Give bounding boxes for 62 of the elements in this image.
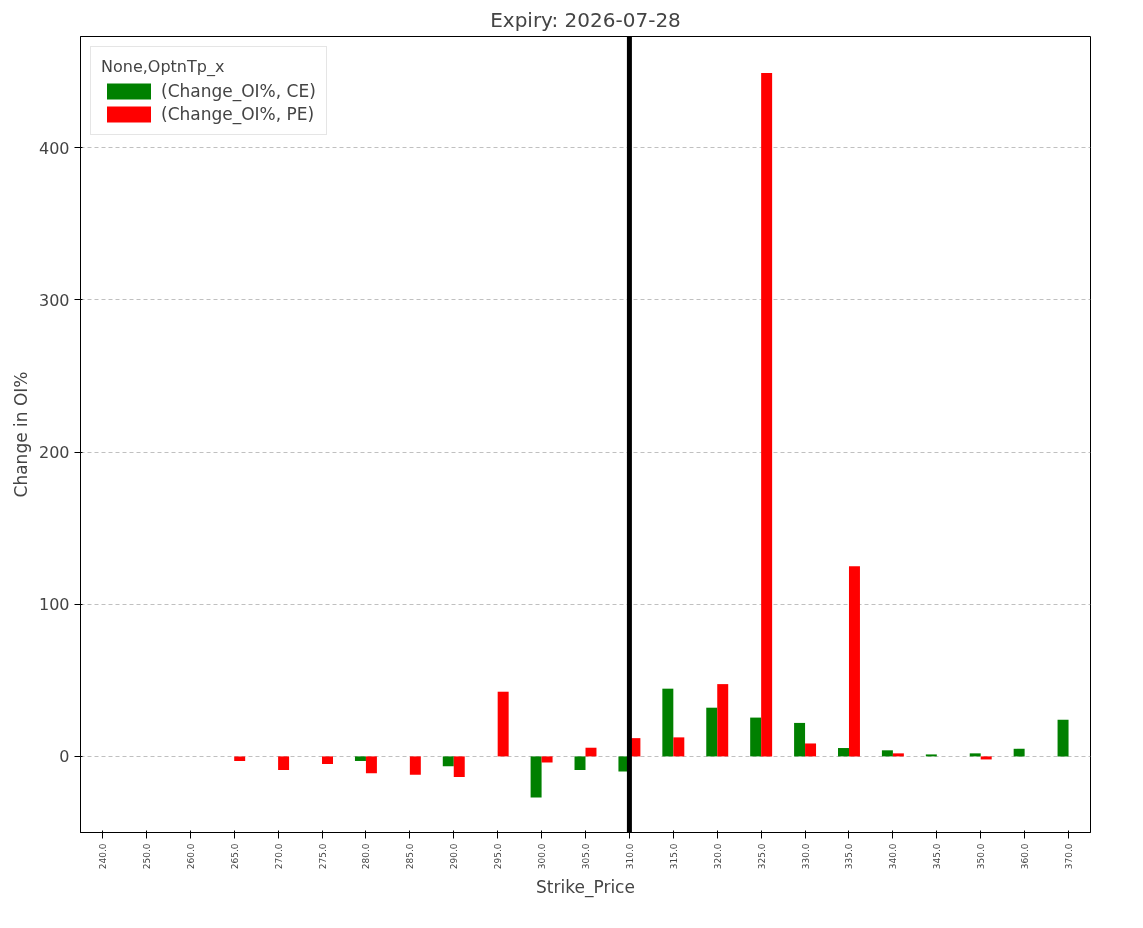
- bar: [750, 717, 762, 757]
- bar: [497, 691, 509, 757]
- x-tick-label: 275.0: [317, 843, 328, 870]
- bar: [365, 756, 377, 774]
- bar: [848, 566, 860, 757]
- bar: [1013, 748, 1025, 757]
- y-tick-label: 100: [38, 595, 70, 615]
- x-axis-title: Strike_Price: [536, 877, 635, 899]
- x-tick-label: 315.0: [668, 843, 679, 870]
- x-tick-label: 370.0: [1064, 843, 1075, 870]
- y-tick-label: 400: [38, 138, 70, 158]
- x-tick-label: 295.0: [493, 843, 504, 870]
- bar: [442, 756, 454, 767]
- x-tick-label: 290.0: [449, 843, 460, 870]
- bar: [969, 753, 981, 757]
- x-tick-label: 310.0: [624, 843, 635, 870]
- y-tick-label: 200: [38, 443, 70, 462]
- x-tick-label: 305.0: [581, 843, 591, 870]
- x-tick-label: 285.0: [405, 843, 416, 870]
- x-tick-label: 320.0: [712, 843, 723, 870]
- y-tick-label: 0: [59, 747, 70, 767]
- bar: [234, 756, 246, 761]
- x-tick-label: 330.0: [800, 843, 811, 870]
- bar: [717, 684, 729, 757]
- bar: [354, 756, 366, 761]
- x-tick-label: 345.0: [932, 843, 943, 870]
- x-tick-label: 325.0: [756, 843, 767, 870]
- x-tick-label: 335.0: [844, 843, 855, 870]
- legend-label: (Change_OI%, PE): [161, 104, 315, 124]
- x-tick-label: 270.0: [273, 843, 284, 870]
- bar: [322, 756, 333, 765]
- bar: [453, 756, 465, 777]
- x-tick-label: 350.0: [976, 843, 987, 870]
- bar: [673, 737, 685, 757]
- bar: [805, 743, 817, 757]
- x-tick-label: 250.0: [141, 843, 152, 870]
- bar: [794, 722, 806, 757]
- bar: [409, 756, 421, 775]
- legend-title: None,OptnTp_x: [101, 57, 226, 76]
- x-tick-label: 340.0: [888, 843, 899, 870]
- x-tick-label: 240.0: [97, 843, 108, 870]
- x-tick-label: 360.0: [1020, 843, 1031, 870]
- x-tick-label: 265.0: [229, 843, 240, 870]
- bar: [530, 756, 542, 798]
- x-tick-label: 260.0: [185, 843, 196, 870]
- y-tick-label: 300: [38, 290, 70, 310]
- bar: [892, 753, 904, 757]
- bar: [761, 73, 773, 757]
- bar: [881, 750, 893, 757]
- bar: [662, 688, 674, 757]
- bar: [574, 756, 586, 771]
- bar: [980, 756, 992, 760]
- bar: [278, 756, 290, 771]
- chart-title: Expiry: 2026-07-28: [490, 7, 681, 32]
- x-tick-label: 300.0: [537, 843, 548, 870]
- x-tick-label: 280.0: [361, 843, 372, 870]
- bar: [541, 756, 553, 763]
- bar: [706, 707, 718, 757]
- y-axis-title: Change in OI%: [10, 371, 31, 498]
- bar: [838, 748, 849, 757]
- bar: [1057, 719, 1069, 757]
- legend-label: (Change_OI%, CE): [161, 81, 316, 101]
